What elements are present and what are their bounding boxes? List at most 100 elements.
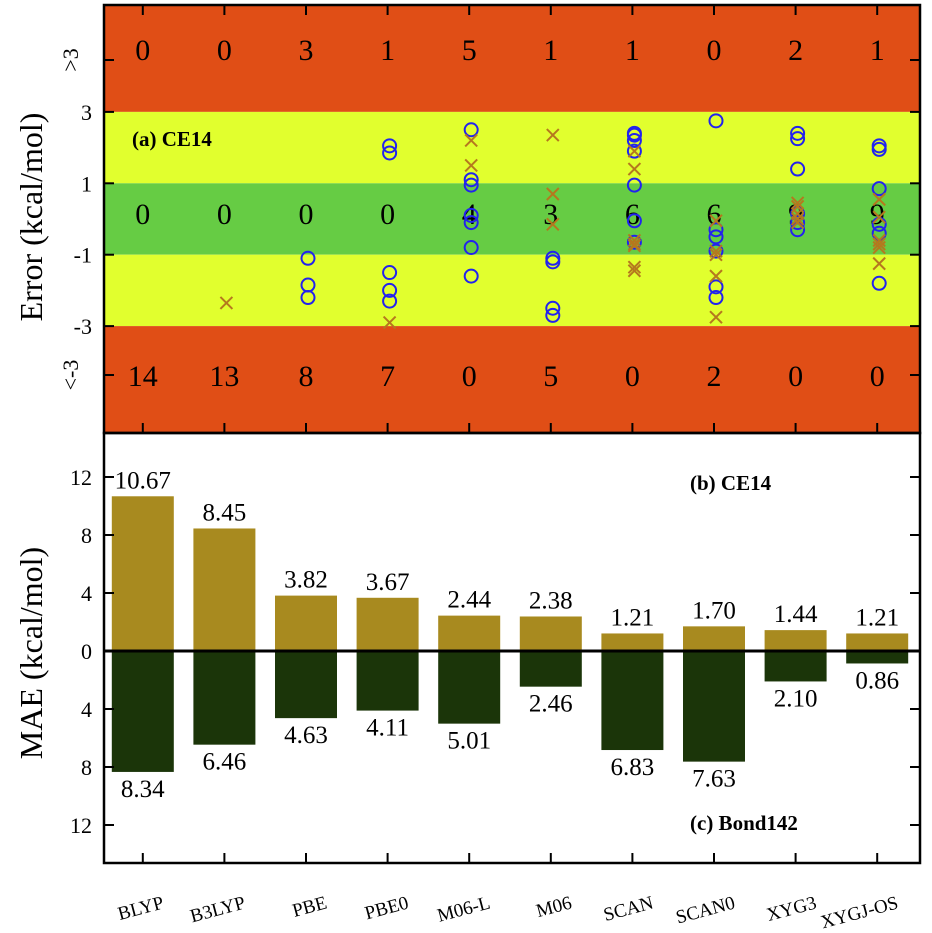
cross-point (627, 239, 642, 253)
cross-point (464, 158, 478, 173)
circle-point (708, 279, 724, 295)
circle-point (626, 132, 642, 148)
circle-point (708, 229, 724, 245)
circle-point (545, 300, 561, 316)
count-above: 3 (299, 34, 314, 67)
cross-point (790, 212, 805, 226)
count-below: 0 (625, 360, 640, 393)
axes-frames (102, 3, 922, 865)
circle-point (626, 143, 642, 159)
bar-ce14 (356, 597, 419, 651)
circle-point (708, 243, 724, 259)
band-outer-bottom (104, 326, 920, 433)
y-tick-label: >3 (58, 48, 83, 71)
cross-point (790, 215, 805, 230)
count-within: 6 (707, 198, 722, 231)
count-below: 7 (380, 360, 395, 393)
bar-bond142 (111, 651, 174, 772)
circle-point (708, 113, 724, 129)
y-tick-label: 4 (81, 697, 92, 722)
x-tick-label: B3LYP (188, 893, 248, 928)
cross-point (627, 260, 642, 274)
panel-bc-frame (102, 431, 922, 865)
mae-value-labels: 10.67 8.45 3.82 3.67 2.44 2.38 1.21 1.70 1.44 1.2… (115, 467, 899, 803)
y-tick-label: 3 (81, 100, 92, 125)
bar-value-label: 6.46 (203, 749, 247, 776)
cross-point (464, 133, 478, 148)
panel-bc-ylabel: MAE (kcal/mol) (13, 547, 49, 759)
circle-point (382, 138, 398, 154)
y-tick-label: 4 (81, 581, 92, 606)
x-tick-label: SCAN (601, 892, 656, 925)
cross-point (709, 247, 723, 262)
panel-a-error-chart: 0 0 3 1 5 1 1 0 2 10 0 0 0 4 3 6 6 9 914 13 8 7 0 5 0 2 0 0 (a) CE1… (13, 5, 920, 433)
cross-point (872, 210, 886, 224)
x-tick-label: M06 (534, 893, 574, 923)
bar-value-label: 7.63 (692, 766, 736, 793)
circle-point (382, 265, 398, 281)
count-below: 0 (788, 360, 803, 393)
bar-ce14 (601, 633, 664, 651)
circle-point (382, 293, 398, 309)
cross-point (627, 144, 642, 158)
cross-point (709, 214, 723, 228)
y-tick-label: -3 (74, 314, 92, 339)
y-tick-label: 0 (81, 639, 92, 664)
bar-value-label: 3.67 (366, 569, 410, 596)
cross-point (627, 233, 642, 248)
count-above: 0 (135, 34, 150, 67)
y-tick-label: 12 (70, 813, 92, 838)
count-below: 8 (299, 360, 314, 393)
bar-bond142 (275, 651, 337, 719)
bar-bond142 (601, 651, 664, 751)
circle-point (626, 213, 642, 229)
bar-value-label: 8.45 (203, 499, 247, 526)
x-tick-label: XYGJ-OS (819, 893, 901, 933)
circle-point (463, 122, 479, 138)
count-within: 0 (380, 198, 395, 231)
cross-point (872, 192, 886, 207)
bar-bond142 (846, 651, 909, 664)
count-above: 1 (625, 34, 640, 67)
panel-bc-y-ticks: 12 8 4 0 4 8 12 (70, 465, 920, 838)
bar-value-label: 1.21 (611, 604, 655, 631)
count-below: 2 (707, 360, 722, 393)
band-inner (104, 183, 920, 255)
cross-point (872, 256, 886, 271)
band-outer-top (104, 5, 920, 112)
cross-point (219, 296, 234, 310)
circle-point (790, 215, 806, 231)
x-tick-label: SCAN0 (674, 893, 738, 929)
cross-point (872, 237, 886, 251)
x-tick-label: PBE0 (363, 893, 411, 925)
cross-point (546, 187, 560, 201)
x-tick-label: BLYP (116, 893, 167, 925)
bar-value-label: 0.86 (855, 667, 899, 694)
panel-c-label: (c) Bond142 (690, 811, 798, 835)
count-above: 5 (462, 34, 477, 67)
circle-point (871, 181, 887, 197)
bar-bond142 (683, 651, 745, 762)
circle-point (463, 240, 479, 256)
error-points (219, 113, 887, 330)
count-above: 2 (788, 34, 803, 67)
cross-point (627, 264, 642, 278)
count-above: 0 (217, 34, 232, 67)
bar-value-label: 1.21 (855, 604, 899, 631)
count-within: 0 (135, 198, 150, 231)
bar-bond142 (438, 651, 501, 724)
panel-a-ylabel: Error (kcal/mol) (13, 113, 49, 322)
circle-point (463, 172, 479, 188)
cross-point (627, 162, 642, 176)
circle-point (463, 177, 479, 193)
circle-point (300, 250, 316, 266)
bar-bond142 (519, 651, 582, 687)
y-tick-label: 1 (81, 171, 92, 196)
count-below: 14 (128, 360, 158, 393)
circle-point (463, 207, 479, 223)
bar-value-label: 3.82 (284, 567, 328, 594)
bar-value-label: 2.44 (447, 587, 491, 614)
y-tick-label: 8 (81, 755, 92, 780)
bar-value-label: 10.67 (115, 467, 171, 494)
count-below: 5 (543, 360, 558, 393)
